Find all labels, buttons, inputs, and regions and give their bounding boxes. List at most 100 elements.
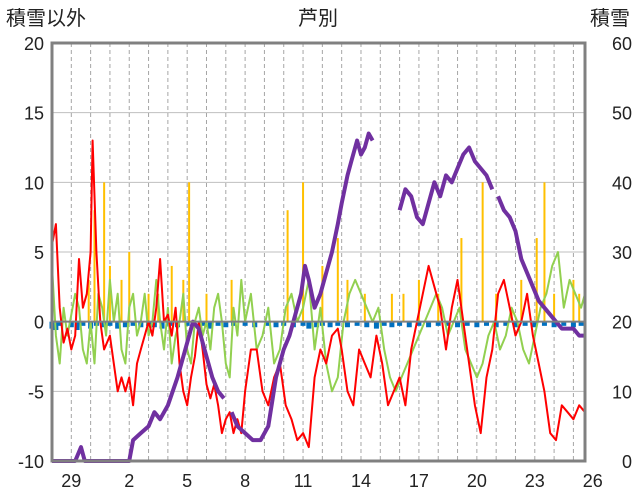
snowfall_change-bar [397,321,403,326]
snowfall_change-bar [242,321,248,326]
snowfall_change-bar [493,321,499,328]
snowfall_change-bar [207,321,213,329]
snowfall_change-bar [416,321,422,326]
x-tick-label: 29 [61,471,81,491]
snowfall_change-bar [354,321,360,326]
snowfall_change-bar [406,321,412,328]
x-tick-label: 11 [294,471,313,491]
right-tick-label: 20 [612,313,632,333]
snow_depth-line [229,131,375,443]
precipitation-bar [120,279,123,322]
snowfall_change-bar [159,321,165,329]
precipitation-bar [437,293,440,322]
snowfall_change-bar [364,321,370,328]
snowfall_change-bar [273,321,279,328]
snowfall_change-bar [445,321,451,326]
right-tick-label: 10 [612,382,632,402]
snowfall_change-bar [107,321,113,326]
snowfall_change-bar [541,321,547,326]
left-tick-label: 0 [34,313,44,333]
snowfall_change-bar [455,321,461,328]
left-tick-label: 5 [34,243,44,263]
precipitation-bar [230,279,233,322]
snowfall_change-bar [381,321,387,326]
snowfall_change-bar [200,321,206,326]
precipitation-bar [188,182,191,322]
x-axis-ticks: 29 2 5 8 11 14 17 20 23 26 [61,471,602,491]
right-tick-label: 40 [612,173,632,193]
snowfall_change-bar [373,321,379,329]
right-tick-label: 60 [612,34,632,54]
snowfall_change-bar [522,321,528,326]
chart-title: 芦別 [298,6,338,30]
snowfall_change-bar [389,321,395,328]
right-tick-label: 0 [622,452,632,472]
precipitation-bar [302,182,305,322]
snowfall_change-bar [265,321,271,326]
left-tick-label: 20 [24,34,44,54]
right-tick-label: 50 [612,104,632,124]
precipitation-bar [205,293,208,322]
right-axis-ticks: 60 50 40 30 20 10 0 [612,34,632,472]
precipitation-bar [402,293,405,322]
precipitation-bar [93,210,96,322]
precipitation-bar [336,238,339,322]
precipitation-bar [87,279,90,322]
snowfall_change-bar [74,321,80,331]
snowfall_change-bar [223,321,229,328]
snowfall_change-bar [532,321,538,328]
snowfall_change-bar [327,321,333,328]
snowfall_change-bar [215,321,221,326]
snowfall_change-bar [122,321,128,328]
x-tick-label: 14 [351,471,371,491]
snow_depth-line [496,195,585,338]
precipitation-bar [543,182,546,322]
snowfall_change-bar [464,321,470,326]
precipitation-bar [553,293,556,322]
temperature-line [51,139,586,449]
snowfall_change-bar [426,321,432,328]
snowfall_change-bar [300,321,306,326]
snowfall_change-bar [184,321,190,326]
precipitation-bar [363,293,366,322]
snowfall_change-bar [314,321,320,328]
snowfall_change-bar [57,321,63,326]
snowfall_change-bar [306,321,312,329]
precipitation-bar [572,279,575,322]
x-tick-label: 5 [182,471,192,491]
snowfall_change-bar [130,321,136,326]
left-tick-label: -10 [18,452,44,472]
x-tick-label: 23 [525,471,545,491]
x-tick-label: 26 [583,471,603,491]
snowfall_change-bar [570,321,576,328]
left-axis-label: 積雪以外 [6,6,86,30]
left-tick-label: 15 [24,104,44,124]
precipitation-bar [578,293,581,322]
left-tick-label: -5 [28,382,44,402]
line-series [51,131,586,463]
precipitation-bar [460,238,463,322]
snowfall_change-bar [344,321,350,328]
snowfall_change-bar [474,321,480,328]
right-tick-label: 30 [612,243,632,263]
x-tick-label: 2 [124,471,134,491]
snowfall_change-bar [561,321,567,326]
temperature_change-line [51,251,586,393]
x-tick-label: 17 [409,471,429,491]
precipitation-bar [286,210,289,322]
right-axis-label: 積雪 [590,6,630,30]
snow_depth-line [397,145,495,227]
left-axis-ticks: 20 15 10 5 0 -5 -10 [18,34,44,472]
snowfall_change-bar [115,321,121,329]
left-tick-label: 10 [24,173,44,193]
snowfall_change-bar [484,321,490,326]
snowfall_change-bar [68,321,74,328]
snowfall_change-bar [512,321,518,328]
snowfall_change-bar [80,321,86,326]
precipitation-bar [520,279,523,322]
precipitation-bar [103,182,106,322]
x-tick-label: 20 [467,471,487,491]
snowfall_change-bar [551,321,557,328]
precipitation-bar [390,293,393,322]
precipitation-bar [128,252,131,322]
